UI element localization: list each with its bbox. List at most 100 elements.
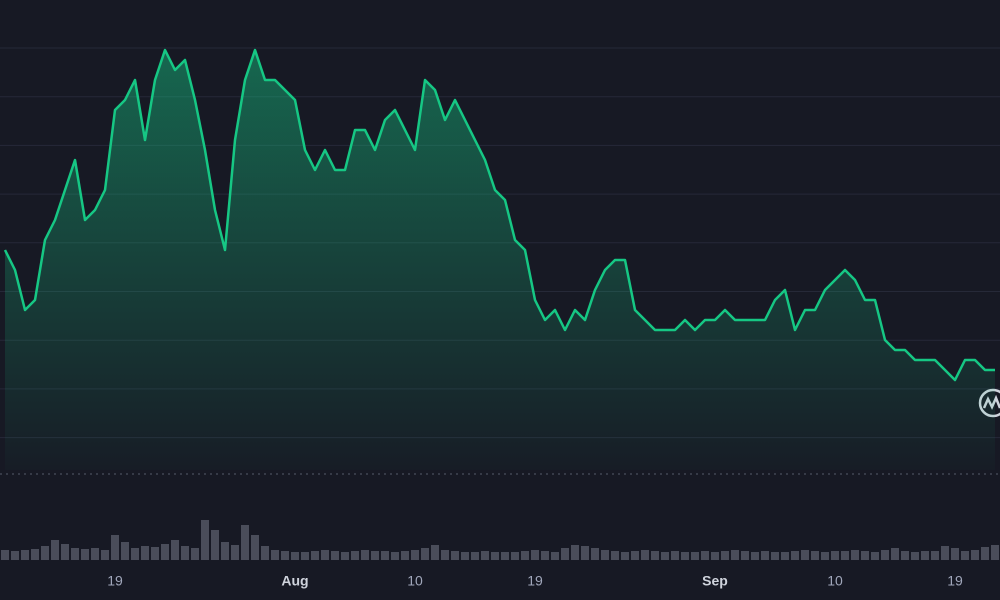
volume-bar <box>561 548 569 560</box>
volume-bar <box>161 544 169 560</box>
volume-bar <box>341 552 349 560</box>
volume-bar <box>81 549 89 560</box>
volume-bar <box>31 549 39 560</box>
volume-bar <box>531 550 539 560</box>
price-line <box>3 48 995 382</box>
volume-bar <box>611 551 619 560</box>
volume-bar <box>211 530 219 560</box>
volume-bar <box>461 552 469 560</box>
x-tick-label: Aug <box>281 573 308 589</box>
volume-bar <box>681 552 689 560</box>
x-tick-label: 10 <box>827 573 843 589</box>
volume-bar <box>361 550 369 560</box>
volume-bar <box>811 551 819 560</box>
volume-bar <box>751 552 759 560</box>
x-tick-label: 10 <box>407 573 423 589</box>
x-tick-label: 19 <box>947 573 963 589</box>
volume-bar <box>1 550 9 560</box>
volume-bar <box>831 551 839 560</box>
volume-bar <box>411 550 419 560</box>
volume-bar <box>731 550 739 560</box>
volume-bar <box>941 546 949 560</box>
volume-bar <box>801 550 809 560</box>
volume-bar <box>331 551 339 560</box>
volume-bar <box>421 548 429 560</box>
volume-bar <box>191 548 199 560</box>
volume-bar <box>971 550 979 560</box>
volume-bar <box>591 548 599 560</box>
volume-bar <box>451 551 459 560</box>
volume-bar <box>281 551 289 560</box>
volume-bar <box>641 550 649 560</box>
volume-bar <box>581 546 589 560</box>
volume-bar <box>261 546 269 560</box>
volume-bar <box>541 551 549 560</box>
volume-bar <box>571 545 579 560</box>
volume-bar <box>821 552 829 560</box>
volume-bar <box>51 540 59 560</box>
volume-bar <box>21 550 29 560</box>
volume-bar <box>551 552 559 560</box>
volume-bar <box>631 551 639 560</box>
volume-bar <box>601 550 609 560</box>
volume-bar <box>931 551 939 560</box>
volume-bar <box>901 551 909 560</box>
volume-bar <box>231 545 239 560</box>
volume-bar <box>121 542 129 560</box>
volume-bar <box>741 551 749 560</box>
volume-bar <box>241 525 249 560</box>
volume-bar <box>471 552 479 560</box>
volume-bar <box>861 551 869 560</box>
volume-bar <box>311 551 319 560</box>
volume-bar <box>671 551 679 560</box>
volume-bar <box>321 550 329 560</box>
volume-bar <box>911 552 919 560</box>
volume-bar <box>691 552 699 560</box>
volume-bar <box>491 552 499 560</box>
volume-bar <box>131 548 139 560</box>
volume-bar <box>291 552 299 560</box>
volume-bar <box>651 551 659 560</box>
volume-bar <box>221 542 229 560</box>
volume-bar <box>841 551 849 560</box>
volume-bar <box>431 545 439 560</box>
volume-bar <box>771 552 779 560</box>
volume-bar <box>181 546 189 560</box>
volume-bar <box>621 552 629 560</box>
volume-bar <box>721 551 729 560</box>
volume-bar <box>951 548 959 560</box>
volume-bar <box>201 520 209 560</box>
volume-bar <box>351 551 359 560</box>
volume-bar <box>371 551 379 560</box>
volume-bar <box>11 551 19 560</box>
volume-bar <box>981 547 989 560</box>
volume-bar <box>401 551 409 560</box>
volume-bar <box>91 548 99 560</box>
volume-bar <box>781 552 789 560</box>
x-tick-label: Sep <box>702 573 728 589</box>
volume-bar <box>501 552 509 560</box>
volume-bar <box>761 551 769 560</box>
volume-bar <box>991 545 999 560</box>
volume-bar <box>701 551 709 560</box>
volume-bar <box>381 551 389 560</box>
x-tick-label: 19 <box>527 573 543 589</box>
volume-bar <box>881 550 889 560</box>
volume-bar <box>171 540 179 560</box>
area-fill <box>5 50 995 470</box>
volume-bar <box>391 552 399 560</box>
volume-bar <box>301 552 309 560</box>
x-tick-label: 19 <box>107 573 123 589</box>
volume-bar <box>271 550 279 560</box>
volume-bar <box>71 548 79 560</box>
volume-bar <box>141 546 149 560</box>
volume-bar <box>441 550 449 560</box>
volume-bar <box>851 550 859 560</box>
volume-bar <box>61 544 69 560</box>
volume-bar <box>891 548 899 560</box>
volume-bar <box>111 535 119 560</box>
volume-bar <box>921 551 929 560</box>
volume-bar <box>511 552 519 560</box>
volume-bar <box>711 552 719 560</box>
